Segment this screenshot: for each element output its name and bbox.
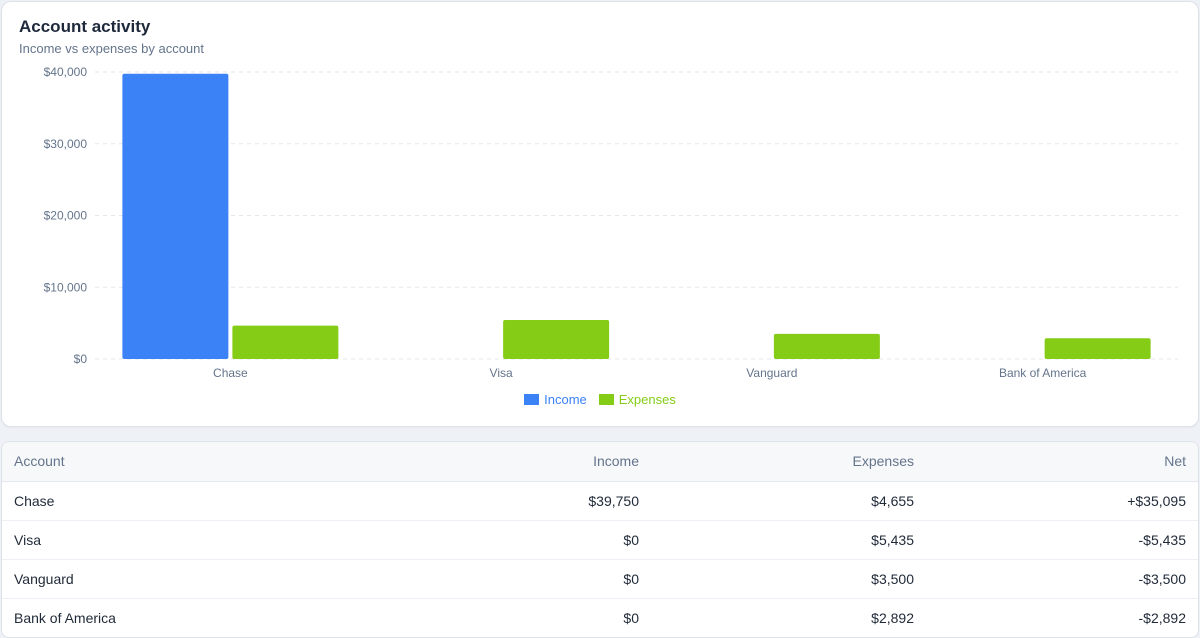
chart-legend: Income Expenses xyxy=(2,392,1198,407)
expenses-bar xyxy=(232,325,339,359)
y-tick-label: $20,000 xyxy=(44,209,88,223)
cell-expenses: $4,655 xyxy=(651,481,926,521)
legend-item-income[interactable]: Income xyxy=(524,392,587,407)
col-header-income[interactable]: Income xyxy=(442,442,651,482)
expenses-bar xyxy=(773,333,880,359)
legend-label-income: Income xyxy=(544,392,587,407)
legend-swatch-expenses xyxy=(598,394,614,405)
col-header-net[interactable]: Net xyxy=(926,442,1198,482)
table-row: Bank of America $0 $2,892 -$2,892 xyxy=(2,598,1198,637)
cell-account: Bank of America xyxy=(14,609,116,626)
account-table: Account Income Expenses Net Chase $39,75… xyxy=(2,442,1198,637)
table-row: Vanguard $0 $3,500 -$3,500 xyxy=(2,559,1198,599)
x-tick-label: Visa xyxy=(490,366,513,380)
chart-subtitle: Income vs expenses by account xyxy=(19,41,204,56)
table-header-row: Account Income Expenses Net xyxy=(2,442,1198,482)
x-tick-label: Vanguard xyxy=(746,366,797,380)
x-tick-label: Chase xyxy=(213,366,248,380)
cell-net: -$3,500 xyxy=(926,559,1198,599)
cell-account: Visa xyxy=(2,520,442,560)
cell-expenses: $5,435 xyxy=(651,520,926,560)
legend-item-expenses[interactable]: Expenses xyxy=(598,392,676,407)
income-bar xyxy=(122,73,229,359)
chart-title: Account activity xyxy=(19,17,151,36)
col-header-expenses[interactable]: Expenses xyxy=(651,442,926,482)
cell-expenses: $3,500 xyxy=(651,559,926,599)
legend-label-expenses: Expenses xyxy=(618,392,676,407)
cell-net: +$35,095 xyxy=(926,481,1198,521)
y-tick-label: $30,000 xyxy=(44,137,88,151)
cell-income: $0 xyxy=(442,559,651,599)
cell-income: $0 xyxy=(442,520,651,560)
y-tick-label: $40,000 xyxy=(44,65,88,79)
cell-income: $0 xyxy=(623,609,639,626)
chart-card: Account activity Income vs expenses by a… xyxy=(1,1,1199,427)
cell-expenses: $2,892 xyxy=(871,609,914,626)
y-tick-label: $10,000 xyxy=(44,280,88,294)
legend-swatch-income xyxy=(524,394,540,405)
expenses-bar xyxy=(1044,338,1151,359)
expenses-bar xyxy=(503,320,610,359)
col-header-account[interactable]: Account xyxy=(2,442,442,482)
y-tick-label: $0 xyxy=(74,352,88,366)
bar-chart: $0 $10,000 $20,000 $30,000 $40,000 Chase Visa V… xyxy=(44,65,1178,380)
cell-account: Vanguard xyxy=(2,559,442,599)
account-table-card: Account Income Expenses Net Chase $39,75… xyxy=(1,441,1199,638)
cell-account: Chase xyxy=(2,481,442,521)
x-tick-label: Bank of America xyxy=(999,366,1087,380)
cell-net: -$5,435 xyxy=(926,520,1198,560)
table-row: Visa $0 $5,435 -$5,435 xyxy=(2,520,1198,560)
cell-income: $39,750 xyxy=(442,481,651,521)
cell-net: -$2,892 xyxy=(1138,609,1186,626)
table-row: Chase $39,750 $4,655 +$35,095 xyxy=(2,481,1198,521)
